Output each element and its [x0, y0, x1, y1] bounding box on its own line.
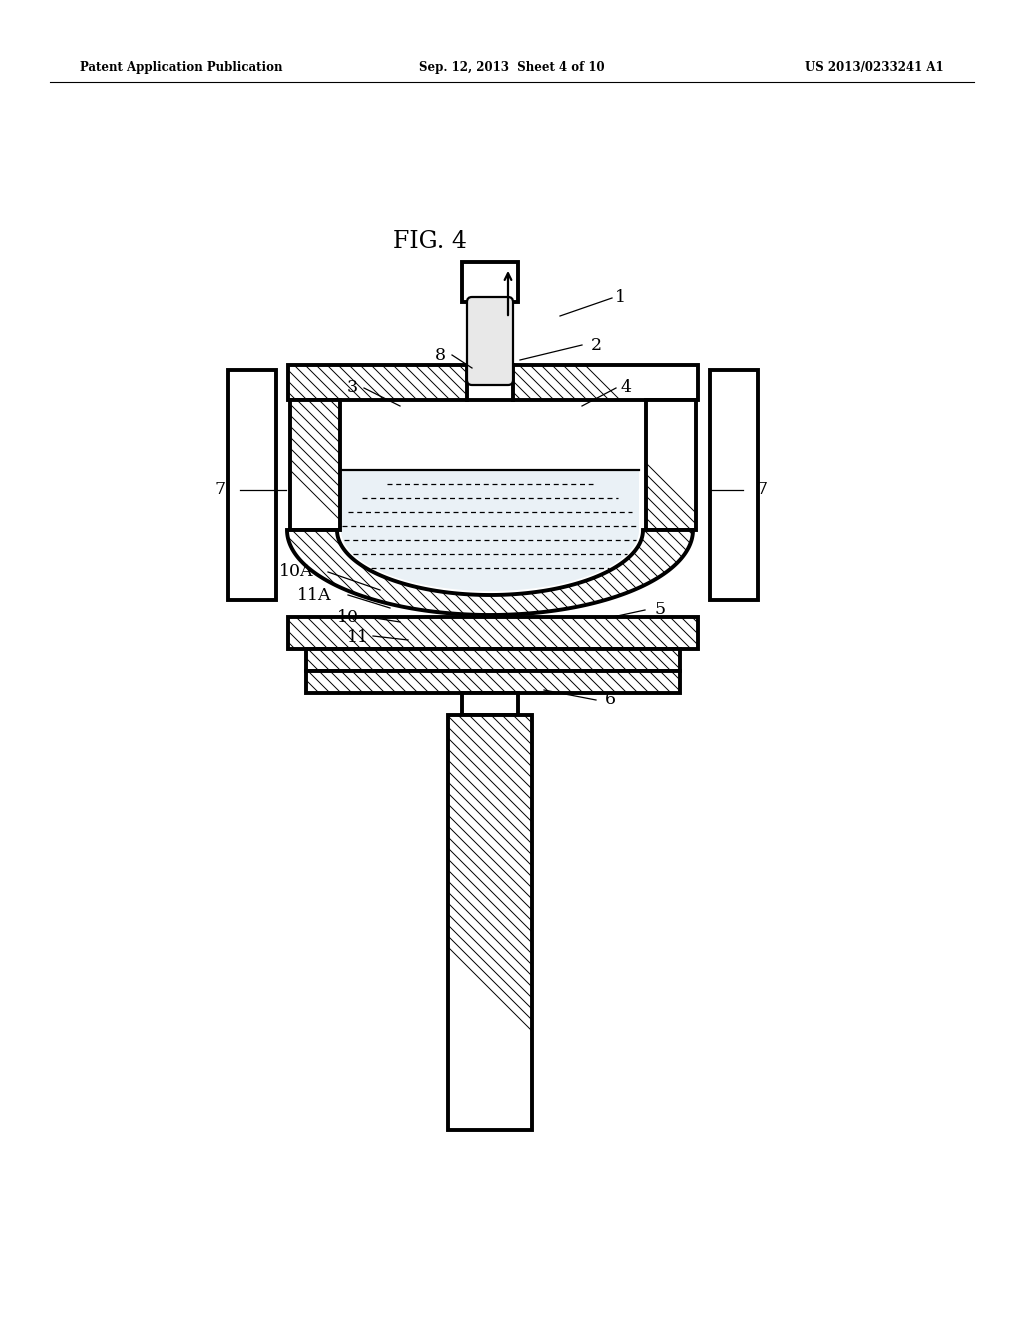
Bar: [306, 649, 680, 671]
Text: 6: 6: [604, 692, 615, 709]
Bar: [290, 400, 340, 531]
Text: 11A: 11A: [297, 586, 331, 603]
Text: 4: 4: [621, 380, 632, 396]
Bar: [710, 370, 758, 601]
Text: 11: 11: [347, 630, 369, 647]
Bar: [646, 400, 696, 531]
Text: 10: 10: [337, 610, 359, 627]
Polygon shape: [341, 470, 639, 591]
Bar: [462, 693, 518, 715]
Bar: [513, 366, 698, 400]
Text: Patent Application Publication: Patent Application Publication: [80, 62, 283, 74]
Bar: [449, 715, 532, 1130]
Polygon shape: [287, 531, 693, 615]
Text: 8: 8: [434, 346, 445, 363]
Text: Sep. 12, 2013  Sheet 4 of 10: Sep. 12, 2013 Sheet 4 of 10: [419, 62, 605, 74]
Text: FIG. 4: FIG. 4: [393, 230, 467, 253]
Text: 5: 5: [654, 602, 666, 619]
Text: 7: 7: [757, 482, 768, 499]
Text: 2: 2: [591, 337, 601, 354]
Bar: [228, 370, 276, 601]
Text: 3: 3: [346, 380, 357, 396]
Text: US 2013/0233241 A1: US 2013/0233241 A1: [805, 62, 944, 74]
Bar: [306, 671, 680, 693]
Text: 10A: 10A: [279, 564, 313, 581]
Text: 1: 1: [614, 289, 626, 306]
Bar: [462, 261, 518, 302]
Bar: [288, 366, 467, 400]
Text: 7: 7: [214, 482, 225, 499]
Bar: [288, 616, 698, 649]
FancyBboxPatch shape: [467, 297, 513, 385]
